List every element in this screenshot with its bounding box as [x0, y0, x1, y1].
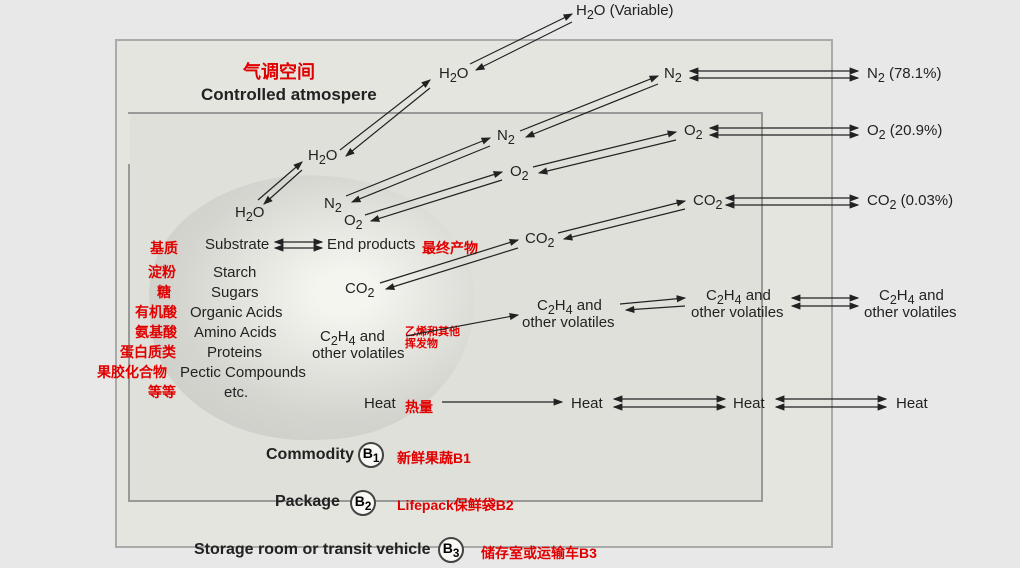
title-commodity: Commodity — [266, 446, 354, 464]
co2-r1: CO2 — [693, 192, 722, 212]
n2-inner: N2 — [324, 195, 342, 215]
badge-b3: B3 — [438, 537, 464, 563]
volatiles-r1: other volatiles — [691, 304, 784, 321]
etc-cn: 等等 — [148, 382, 176, 402]
end-products-label: End products — [327, 236, 415, 253]
starch-cn: 淀粉 — [148, 262, 176, 282]
amino-acids: Amino Acids — [194, 324, 277, 341]
o2-mid: O2 — [510, 163, 529, 183]
c2h4-cn: 乙烯和其他挥发物 — [405, 326, 465, 350]
end-products-cn: 最终产物 — [422, 238, 478, 258]
heat-inner: Heat — [364, 395, 396, 412]
starch: Starch — [213, 264, 256, 281]
proteins-cn: 蛋白质类 — [120, 342, 176, 362]
title-atmosphere: Controlled atmospere — [201, 85, 377, 105]
title-package-cn: Lifepack保鲜袋B2 — [397, 495, 514, 515]
heat-ext: Heat — [896, 395, 928, 412]
co2-mid: CO2 — [525, 230, 554, 250]
substrate-label: Substrate — [205, 236, 269, 253]
sugars-cn: 糖 — [157, 282, 171, 302]
heat-r1: Heat — [733, 395, 765, 412]
h2o-inner1: H2O — [235, 204, 264, 224]
co2-inner: CO2 — [345, 280, 374, 300]
pectic: Pectic Compounds — [180, 364, 306, 381]
badge-b2: B2 — [350, 490, 376, 516]
sugars: Sugars — [211, 284, 259, 301]
badge-b1: B1 — [358, 442, 384, 468]
pectic-cn: 果胶化合物 — [97, 362, 167, 382]
title-storage: Storage room or transit vehicle — [194, 541, 431, 559]
volatiles-mid: other volatiles — [522, 314, 615, 331]
h2o-inner2: H2O — [308, 147, 337, 167]
proteins: Proteins — [207, 344, 262, 361]
heat-mid: Heat — [571, 395, 603, 412]
o2-r1: O2 — [684, 122, 703, 142]
h2o-var: H2O (Variable) — [576, 2, 674, 22]
co2-ext: CO2 (0.03%) — [867, 192, 953, 212]
n2-mid: N2 — [497, 127, 515, 147]
amino-acids-cn: 氨基酸 — [135, 322, 177, 342]
title-commodity-cn: 新鲜果蔬B1 — [397, 448, 471, 468]
title-storage-cn: 储存室或运输车B3 — [481, 543, 597, 563]
volatiles-ext: other volatiles — [864, 304, 957, 321]
title-package: Package — [275, 493, 340, 511]
organic-acids-cn: 有机酸 — [135, 302, 177, 322]
n2-r1: N2 — [664, 65, 682, 85]
substrate-cn: 基质 — [150, 238, 178, 258]
organic-acids: Organic Acids — [190, 304, 283, 321]
volatiles-inner: other volatiles — [312, 345, 405, 362]
etc: etc. — [224, 384, 248, 401]
h2o-mid: H2O — [439, 65, 468, 85]
title-atmosphere-cn: 气调空间 — [243, 58, 315, 84]
heat-cn: 热量 — [405, 397, 433, 417]
o2-ext: O2 (20.9%) — [867, 122, 942, 142]
o2-inner: O2 — [344, 212, 363, 232]
n2-ext: N2 (78.1%) — [867, 65, 942, 85]
